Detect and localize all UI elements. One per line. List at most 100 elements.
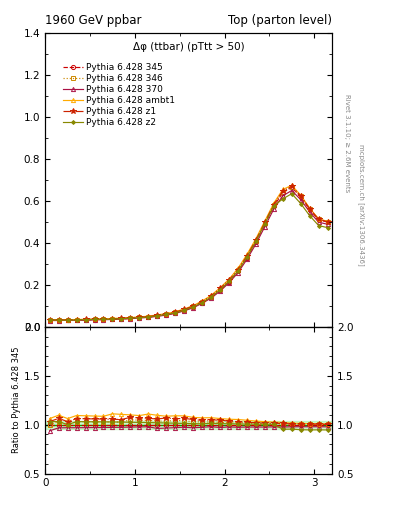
Pythia 6.428 370 — [65, 317, 70, 324]
Pythia 6.428 z1 — [272, 202, 276, 208]
Pythia 6.428 345 — [209, 294, 213, 301]
Pythia 6.428 z1 — [56, 317, 61, 323]
Pythia 6.428 ambt1 — [128, 314, 133, 321]
Text: mcplots.cern.ch [arXiv:1306.3436]: mcplots.cern.ch [arXiv:1306.3436] — [358, 144, 364, 266]
Pythia 6.428 370 — [235, 270, 240, 276]
Pythia 6.428 370 — [182, 308, 187, 314]
Pythia 6.428 z1 — [191, 303, 195, 309]
Pythia 6.428 370 — [155, 313, 160, 319]
Pythia 6.428 z1 — [173, 309, 178, 315]
Pythia 6.428 z2 — [263, 221, 267, 227]
Pythia 6.428 z1 — [316, 216, 321, 222]
Pythia 6.428 370 — [83, 317, 88, 323]
Pythia 6.428 z1 — [244, 253, 249, 259]
Pythia 6.428 345 — [101, 316, 106, 323]
Pythia 6.428 370 — [218, 288, 222, 294]
Pythia 6.428 z1 — [164, 311, 169, 317]
Pythia 6.428 370 — [209, 295, 213, 301]
Pythia 6.428 z2 — [200, 300, 204, 306]
Pythia 6.428 345 — [47, 317, 52, 323]
Pythia 6.428 370 — [244, 256, 249, 262]
Pythia 6.428 370 — [307, 209, 312, 215]
Pythia 6.428 346 — [253, 238, 258, 244]
Pythia 6.428 z1 — [47, 317, 52, 323]
Pythia 6.428 ambt1 — [83, 316, 88, 323]
Pythia 6.428 345 — [316, 217, 321, 223]
Pythia 6.428 370 — [110, 316, 115, 323]
Pythia 6.428 370 — [56, 317, 61, 324]
Pythia 6.428 370 — [74, 317, 79, 324]
Line: Pythia 6.428 z1: Pythia 6.428 z1 — [47, 184, 331, 323]
Legend: Pythia 6.428 345, Pythia 6.428 346, Pythia 6.428 370, Pythia 6.428 ambt1, Pythia: Pythia 6.428 345, Pythia 6.428 346, Pyth… — [61, 61, 177, 129]
Pythia 6.428 z2 — [182, 307, 187, 313]
Pythia 6.428 z1 — [263, 219, 267, 225]
Pythia 6.428 345 — [281, 189, 285, 196]
Pythia 6.428 345 — [272, 203, 276, 209]
Pythia 6.428 z2 — [110, 316, 115, 322]
Pythia 6.428 346 — [235, 267, 240, 273]
Line: Pythia 6.428 346: Pythia 6.428 346 — [48, 185, 330, 322]
Pythia 6.428 370 — [191, 305, 195, 311]
Pythia 6.428 370 — [325, 221, 330, 227]
Pythia 6.428 370 — [272, 206, 276, 212]
Pythia 6.428 346 — [307, 206, 312, 212]
Pythia 6.428 ambt1 — [146, 313, 151, 319]
Pythia 6.428 ambt1 — [325, 218, 330, 224]
Pythia 6.428 z2 — [289, 190, 294, 197]
Pythia 6.428 346 — [191, 304, 195, 310]
Pythia 6.428 346 — [289, 184, 294, 190]
Pythia 6.428 z1 — [74, 316, 79, 323]
Line: Pythia 6.428 370: Pythia 6.428 370 — [48, 188, 330, 323]
Pythia 6.428 345 — [110, 316, 115, 323]
Pythia 6.428 z2 — [218, 287, 222, 293]
Pythia 6.428 z1 — [128, 315, 133, 321]
Pythia 6.428 z2 — [164, 311, 169, 317]
Pythia 6.428 370 — [173, 310, 178, 316]
Pythia 6.428 z1 — [92, 316, 97, 323]
Pythia 6.428 345 — [173, 310, 178, 316]
Pythia 6.428 z2 — [101, 316, 106, 323]
Pythia 6.428 z1 — [110, 316, 115, 322]
Pythia 6.428 346 — [155, 312, 160, 318]
Pythia 6.428 z1 — [146, 313, 151, 319]
Pythia 6.428 370 — [92, 317, 97, 323]
Pythia 6.428 346 — [244, 253, 249, 260]
Pythia 6.428 345 — [200, 300, 204, 306]
Pythia 6.428 z2 — [119, 315, 124, 322]
Pythia 6.428 z2 — [307, 212, 312, 219]
Pythia 6.428 ambt1 — [289, 182, 294, 188]
Pythia 6.428 370 — [289, 187, 294, 194]
Pythia 6.428 346 — [218, 286, 222, 292]
Pythia 6.428 370 — [253, 241, 258, 247]
Pythia 6.428 370 — [146, 314, 151, 321]
Pythia 6.428 346 — [74, 317, 79, 323]
Pythia 6.428 z1 — [227, 277, 231, 283]
Pythia 6.428 z2 — [253, 239, 258, 245]
Pythia 6.428 346 — [281, 188, 285, 195]
Pythia 6.428 z1 — [209, 293, 213, 299]
Line: Pythia 6.428 z2: Pythia 6.428 z2 — [48, 193, 329, 322]
Pythia 6.428 345 — [263, 221, 267, 227]
Pythia 6.428 370 — [137, 315, 142, 321]
Pythia 6.428 370 — [47, 317, 52, 324]
Pythia 6.428 ambt1 — [253, 236, 258, 242]
Pythia 6.428 346 — [200, 299, 204, 305]
Pythia 6.428 345 — [289, 184, 294, 190]
Pythia 6.428 346 — [316, 216, 321, 222]
Pythia 6.428 346 — [92, 316, 97, 323]
Pythia 6.428 ambt1 — [74, 316, 79, 323]
Pythia 6.428 345 — [253, 239, 258, 245]
Pythia 6.428 370 — [101, 316, 106, 323]
Text: Rivet 3.1.10; ≥ 2.6M events: Rivet 3.1.10; ≥ 2.6M events — [344, 94, 350, 193]
Text: Top (parton level): Top (parton level) — [228, 14, 332, 27]
Pythia 6.428 z1 — [155, 312, 160, 318]
Pythia 6.428 z1 — [200, 298, 204, 305]
Pythia 6.428 ambt1 — [227, 276, 231, 282]
Pythia 6.428 370 — [298, 197, 303, 203]
Pythia 6.428 ambt1 — [218, 285, 222, 291]
Pythia 6.428 ambt1 — [182, 306, 187, 312]
Pythia 6.428 z1 — [137, 314, 142, 320]
Line: Pythia 6.428 ambt1: Pythia 6.428 ambt1 — [48, 183, 330, 322]
Pythia 6.428 z2 — [191, 304, 195, 310]
Pythia 6.428 346 — [146, 314, 151, 320]
